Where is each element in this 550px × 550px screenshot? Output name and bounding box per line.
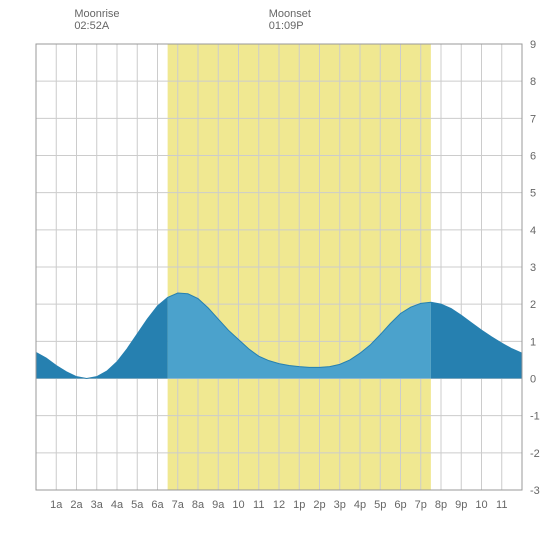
moonrise-label-block: Moonrise 02:52A: [74, 8, 119, 32]
x-tick-label: 10: [475, 499, 487, 511]
x-tick-label: 1a: [50, 499, 63, 511]
x-tick-label: 2p: [313, 499, 325, 511]
x-tick-label: 9p: [455, 499, 467, 511]
y-tick-label: 2: [530, 299, 536, 311]
x-tick-label: 4p: [354, 499, 366, 511]
x-tick-label: 11: [496, 499, 507, 511]
x-tick-label: 10: [232, 499, 244, 511]
y-tick-label: -3: [530, 485, 540, 497]
y-tick-label: 8: [530, 76, 536, 88]
x-tick-label: 9a: [212, 499, 225, 511]
x-tick-label: 8p: [435, 499, 447, 511]
x-tick-label: 8a: [192, 499, 205, 511]
y-tick-label: 7: [530, 113, 536, 125]
y-tick-label: -2: [530, 448, 540, 460]
x-tick-label: 3p: [334, 499, 346, 511]
moonrise-label: Moonrise: [74, 8, 119, 20]
y-tick-label: 4: [530, 225, 536, 237]
x-tick-label: 4a: [111, 499, 124, 511]
y-tick-label: 3: [530, 262, 536, 274]
moonset-label-block: Moonset 01:09P: [269, 8, 311, 32]
x-tick-label: 6p: [394, 499, 406, 511]
tide-chart: Moonrise 02:52A Moonset 01:09P -3-2-1012…: [0, 0, 550, 550]
y-tick-label: 6: [530, 151, 536, 163]
x-tick-label: 11: [253, 499, 264, 511]
moonrise-time: 02:52A: [74, 20, 119, 32]
y-tick-label: 9: [530, 39, 536, 51]
x-tick-label: 2a: [70, 499, 83, 511]
x-tick-label: 3a: [91, 499, 104, 511]
y-tick-label: 1: [530, 336, 536, 348]
x-tick-label: 7a: [172, 499, 185, 511]
x-tick-label: 1p: [293, 499, 305, 511]
x-tick-label: 6a: [151, 499, 164, 511]
y-tick-label: 0: [530, 374, 536, 386]
x-tick-label: 7p: [415, 499, 427, 511]
chart-svg: -3-2-101234567891a2a3a4a5a6a7a8a9a101112…: [0, 0, 550, 550]
y-tick-label: 5: [530, 188, 536, 200]
x-tick-label: 5a: [131, 499, 144, 511]
moonset-time: 01:09P: [269, 20, 311, 32]
x-tick-label: 12: [273, 499, 285, 511]
y-tick-label: -1: [530, 411, 540, 423]
moonset-label: Moonset: [269, 8, 311, 20]
x-tick-label: 5p: [374, 499, 386, 511]
